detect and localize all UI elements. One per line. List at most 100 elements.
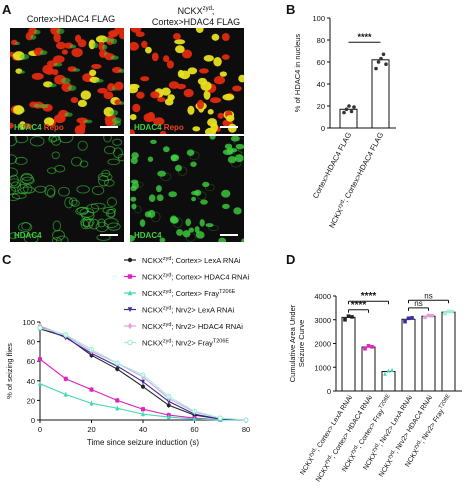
- legend-swatch-marker: [127, 322, 133, 330]
- nucleus-mark: [103, 91, 114, 100]
- nucleus-mark: [141, 40, 148, 49]
- nucleus-mark: [203, 90, 211, 100]
- cell-outline-mark: [150, 211, 161, 223]
- hdac4-channel-label: HDAC4: [134, 123, 162, 132]
- nucleus-mark: [31, 72, 44, 80]
- cytoplasm-mark: [95, 79, 104, 83]
- cell-outline-mark: [103, 136, 112, 143]
- cell-outline-mark: [10, 181, 21, 192]
- data-point: [383, 371, 387, 376]
- scale-bar: [100, 234, 118, 236]
- nucleus-mark: [53, 55, 65, 64]
- cell-outline-mark: [103, 179, 115, 187]
- nuclear-signal-mark: [222, 203, 230, 210]
- repo-channel-label: Repo: [163, 123, 184, 132]
- cell-outline-mark: [21, 222, 31, 231]
- nucleus-mark: [222, 93, 235, 101]
- mutant-title-main: NCKX: [177, 6, 203, 16]
- nucleus-mark: [227, 123, 237, 133]
- cytoplasm-mark: [83, 119, 93, 124]
- nuclear-signal-mark: [130, 157, 138, 165]
- nuclear-signal-mark: [163, 146, 170, 153]
- nucleus-mark: [175, 45, 185, 54]
- data-point: [390, 367, 394, 372]
- cytoplasm-mark: [33, 103, 41, 108]
- y-tick-label: 40: [27, 377, 35, 386]
- data-point: [347, 104, 351, 108]
- legend-entry: NCKXzyd; Nrv2> LexA RNAi: [142, 306, 234, 315]
- nuclear-signal-mark: [234, 154, 244, 163]
- data-point: [343, 317, 347, 322]
- data-point: [446, 309, 451, 314]
- cell-outline-mark: [112, 138, 123, 146]
- x-tick-label: 20: [87, 425, 95, 434]
- cytoplasm-mark: [92, 42, 99, 49]
- scale-bar: [100, 126, 118, 128]
- nuclear-signal-mark: [159, 237, 166, 242]
- cell-outline-mark: [106, 197, 117, 207]
- cell-outline-mark: [68, 197, 78, 206]
- nucleus-mark: [140, 76, 150, 82]
- nucleus-mark: [183, 88, 194, 98]
- nucleus-mark: [213, 75, 226, 85]
- cell-outline-mark: [133, 181, 144, 188]
- nuclear-signal-mark: [194, 226, 200, 234]
- bar: [371, 59, 390, 129]
- nucleus-mark: [160, 130, 167, 134]
- data-point: [381, 52, 386, 57]
- nucleus-mark: [192, 126, 201, 132]
- nucleus-mark: [221, 32, 230, 42]
- nuclear-signal-mark: [209, 136, 216, 140]
- micrograph-control-hdac4: HDAC4: [10, 136, 124, 242]
- nuclear-signal-mark: [185, 218, 192, 227]
- x-tick-label: 60: [190, 425, 198, 434]
- cell-outline-mark: [90, 202, 106, 210]
- cytoplasm-mark: [19, 53, 30, 60]
- merge-channel-label: HDAC4 Repo: [134, 123, 184, 132]
- cell-outline-mark: [23, 233, 39, 242]
- cell-outline-mark: [17, 183, 29, 195]
- nuclear-signal-mark: [182, 230, 191, 238]
- legend-swatch-marker: [127, 290, 133, 296]
- nucleus-mark: [174, 39, 186, 45]
- cell-outline-mark: [44, 184, 56, 197]
- nucleus-mark: [195, 28, 204, 34]
- nucleus-mark: [61, 49, 68, 55]
- nuclear-signal-mark: [191, 190, 200, 196]
- nuclear-signal-mark: [170, 216, 179, 224]
- cytoplasm-mark: [64, 112, 73, 117]
- cell-outline-mark: [34, 185, 47, 193]
- x-tick-label: 0: [38, 425, 42, 434]
- nucleus-mark: [203, 54, 214, 62]
- nucleus-mark: [45, 67, 55, 75]
- nuclear-signal-mark: [221, 189, 231, 198]
- cytoplasm-mark: [111, 117, 122, 124]
- nucleus-mark: [135, 31, 145, 38]
- mutant-title-line2: Cortex>HDAC4 FLAG: [151, 17, 241, 27]
- cytoplasm-mark: [109, 109, 119, 116]
- cytoplasm-mark: [56, 28, 65, 35]
- bar: [341, 316, 356, 392]
- cytoplasm-mark: [67, 85, 77, 92]
- hdac4-channel-label: HDAC4: [14, 231, 42, 240]
- nucleus-mark: [210, 122, 219, 133]
- nucleus-mark: [179, 70, 191, 80]
- nuclear-signal-mark: [130, 179, 139, 184]
- cell-outline-mark: [58, 186, 70, 197]
- cell-outline-mark: [208, 225, 219, 231]
- cell-outline-mark: [14, 136, 29, 144]
- nuclear-signal-mark: [195, 231, 205, 239]
- y-tick-label: 1000: [314, 363, 331, 372]
- data-point: [38, 357, 42, 362]
- cell-outline-mark: [51, 237, 62, 242]
- nucleus-mark: [130, 114, 137, 121]
- data-point: [450, 309, 454, 314]
- nucleus-mark: [114, 81, 124, 91]
- nuclear-signal-mark: [186, 149, 195, 156]
- y-tick-label: 60: [27, 357, 35, 366]
- cell-outline-mark: [107, 208, 116, 219]
- cell-outline-mark: [177, 166, 188, 176]
- cytoplasm-mark: [61, 77, 71, 84]
- nucleus-mark: [43, 117, 55, 126]
- cytoplasm-mark: [110, 55, 119, 60]
